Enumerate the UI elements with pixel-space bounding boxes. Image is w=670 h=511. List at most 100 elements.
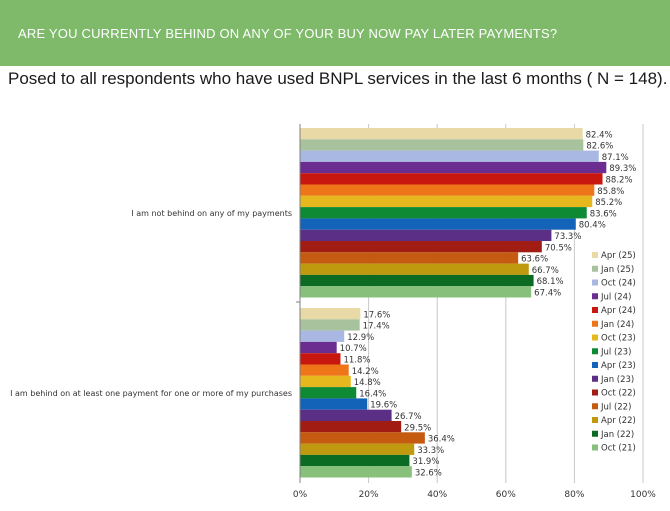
bar [300, 286, 532, 298]
legend-swatch [592, 389, 598, 396]
data-label: 19.6% [370, 401, 397, 411]
bar [300, 128, 583, 140]
legend-label: Oct (23) [601, 334, 636, 344]
bar [300, 466, 412, 478]
legend-label: Oct (21) [601, 444, 636, 454]
bar [300, 308, 361, 320]
legend-swatch [592, 307, 598, 313]
legend-swatch [592, 444, 598, 451]
legend-swatch [592, 362, 598, 368]
data-label: 17.6% [363, 310, 390, 320]
question-title: ARE YOU CURRENTLY BEHIND ON ANY OF YOUR … [18, 25, 558, 41]
bar [300, 341, 337, 354]
data-label: 68.1% [537, 277, 564, 287]
bar [300, 218, 576, 230]
data-label: 26.7% [395, 412, 422, 422]
data-label: 17.4% [363, 322, 390, 332]
data-label: 70.5% [545, 243, 572, 253]
legend-swatch [592, 348, 598, 355]
bar [300, 173, 603, 185]
legend-swatch [592, 417, 598, 423]
legend-label: Apr (24) [601, 306, 636, 316]
bar [300, 229, 552, 241]
bar [300, 241, 542, 253]
legend-label: Jan (24) [600, 320, 634, 330]
category-label: I am not behind on any of my payments [131, 209, 292, 218]
data-label: 31.9% [412, 457, 439, 467]
data-label: 83.6% [590, 209, 617, 219]
x-tick-label: 0% [293, 490, 308, 500]
x-tick-label: 60% [496, 490, 516, 500]
legend-label: Apr (25) [601, 251, 636, 261]
bar [300, 454, 410, 467]
data-label: 14.8% [354, 378, 381, 388]
legend-label: Jul (24) [600, 292, 631, 302]
legend-swatch [592, 375, 598, 382]
bar [300, 184, 595, 196]
bar [300, 161, 607, 174]
legend-swatch [592, 265, 598, 272]
data-label: 85.8% [597, 187, 624, 197]
data-label: 67.4% [534, 289, 561, 299]
bar [300, 387, 357, 399]
legend-swatch [592, 403, 598, 410]
bar [300, 330, 345, 342]
bar [300, 364, 349, 376]
data-label: 36.4% [428, 435, 455, 445]
chart-subtitle: Posed to all respondents who have used B… [8, 69, 668, 88]
bar [300, 263, 529, 275]
legend-label: Jan (23) [600, 375, 634, 385]
data-label: 73.3% [554, 232, 581, 242]
legend-label: Jul (22) [600, 402, 631, 412]
data-label: 89.3% [609, 164, 636, 174]
question-banner: ARE YOU CURRENTLY BEHIND ON ANY OF YOUR … [0, 0, 670, 66]
legend-swatch [592, 279, 598, 286]
data-label: 82.6% [586, 142, 613, 152]
data-label: 63.6% [521, 255, 548, 265]
bar [300, 353, 341, 365]
legend-label: Jan (22) [600, 430, 634, 440]
data-label: 88.2% [606, 176, 633, 186]
data-label: 33.3% [417, 446, 444, 456]
data-label: 82.4% [586, 130, 613, 140]
legend-label: Apr (23) [601, 361, 636, 371]
data-label: 32.6% [415, 469, 442, 479]
bar [300, 195, 593, 208]
legend-label: Jan (25) [600, 265, 634, 275]
bar [300, 319, 360, 331]
data-label: 80.4% [579, 221, 606, 231]
category-label: I am behind on at least one payment for … [10, 389, 292, 398]
data-label: 87.1% [602, 153, 629, 163]
legend-swatch [592, 334, 598, 341]
data-label: 16.4% [359, 389, 386, 399]
legend-swatch [592, 320, 598, 327]
data-label: 10.7% [340, 344, 367, 354]
legend-label: Jul (23) [600, 347, 631, 357]
bar [300, 409, 392, 421]
legend-label: Oct (24) [601, 279, 636, 289]
bar [300, 432, 425, 444]
bar [300, 139, 584, 151]
data-label: 11.8% [343, 356, 370, 366]
legend-swatch [592, 293, 598, 300]
bar [300, 150, 599, 162]
data-label: 12.9% [347, 333, 374, 343]
x-tick-label: 80% [564, 490, 584, 500]
legend-swatch [592, 430, 598, 437]
x-tick-label: 100% [630, 490, 656, 500]
legend-label: Oct (22) [601, 389, 636, 399]
data-label: 14.2% [352, 367, 379, 377]
bar [300, 252, 519, 264]
x-tick-label: 40% [427, 490, 447, 500]
bar [300, 207, 587, 219]
data-label: 85.2% [595, 198, 622, 208]
bar [300, 443, 415, 455]
bar [300, 421, 402, 433]
legend-swatch [592, 252, 598, 258]
bar [300, 398, 368, 410]
data-label: 66.7% [532, 266, 559, 276]
bar [300, 375, 351, 388]
x-tick-label: 20% [359, 490, 379, 500]
data-label: 29.5% [404, 423, 431, 433]
